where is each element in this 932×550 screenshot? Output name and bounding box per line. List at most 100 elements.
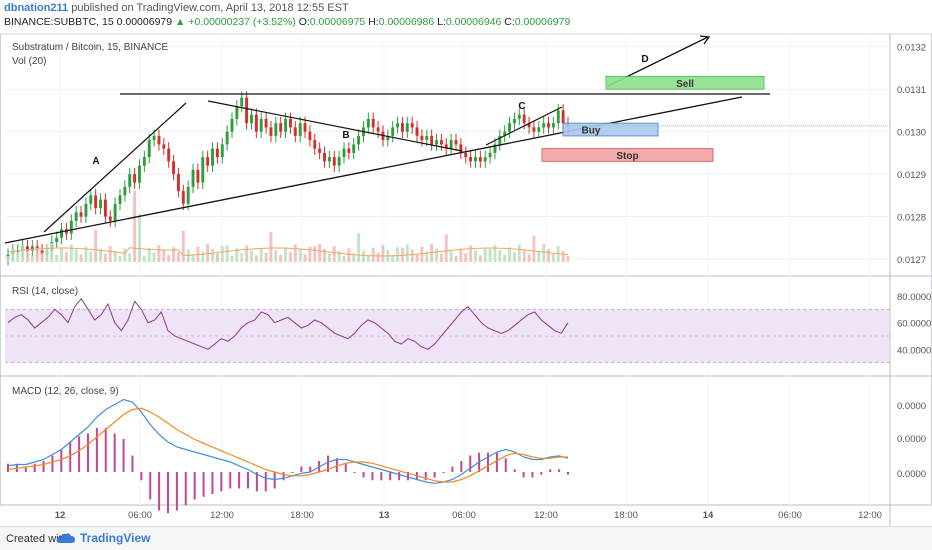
candle-body [128, 174, 132, 187]
candle-body [94, 195, 98, 209]
volume-bar [138, 214, 141, 262]
candle-body [561, 110, 565, 124]
macd-hist-bar [540, 472, 543, 475]
candle-body [298, 123, 302, 136]
volume-bar [162, 249, 166, 262]
rsi-tick-label: 60.0000 [897, 319, 931, 330]
macd-hist-bar [193, 472, 196, 500]
candle-body [264, 118, 268, 128]
volume-bar [172, 247, 176, 262]
tradingview-logo[interactable]: TradingView [56, 531, 150, 545]
candle-body [517, 114, 521, 119]
volume-bar [240, 253, 244, 262]
candle-body [152, 135, 156, 141]
macd-hist-bar [104, 428, 107, 472]
volume-bar [64, 252, 68, 262]
author-link[interactable]: dbnation211 [4, 2, 69, 14]
macd-hist-bar [282, 472, 285, 481]
candle-body [176, 174, 180, 192]
zone-label: Buy [582, 126, 601, 137]
price-value: 0.00006979 [116, 16, 173, 28]
close-value: 0.00006979 [514, 16, 571, 28]
volume-bar [308, 246, 312, 262]
candle-body [211, 148, 214, 166]
volume-bar [493, 245, 497, 262]
candle-body [191, 169, 195, 187]
candle-body [186, 186, 190, 204]
volume-bar [542, 243, 546, 262]
volume-bar [220, 246, 224, 262]
candle-body [26, 246, 29, 251]
candle-body [547, 123, 550, 128]
volume-bar [11, 248, 15, 262]
candle-body [74, 212, 78, 221]
macd-hist-bar [451, 466, 454, 472]
price-tick-label: 0.0128 [897, 213, 926, 224]
candle-body [551, 123, 555, 128]
macd-hist-bar [158, 472, 161, 511]
volume-bar [352, 253, 356, 262]
macd-hist-bar [95, 428, 98, 472]
candle-body [55, 237, 59, 243]
candle-body [469, 157, 473, 162]
volume-bar [415, 254, 419, 262]
time-tick-label: 06:00 [128, 510, 152, 521]
candle-body [357, 135, 361, 145]
candle-body [464, 152, 468, 158]
volume-bar [94, 229, 98, 262]
macd-hist-bar [140, 472, 143, 481]
candle-body [366, 118, 370, 128]
time-tick-label: 12 [55, 510, 66, 521]
volume-bar [274, 249, 278, 262]
macd-hist-bar [407, 472, 409, 481]
volume-bar [537, 251, 541, 262]
candle-body [220, 144, 224, 158]
candle-body [488, 152, 492, 158]
volume-bar [157, 245, 161, 262]
volume-bar [40, 252, 44, 262]
candle-body [371, 118, 375, 128]
macd-hist-bar [69, 441, 72, 472]
wave-label: C [518, 101, 525, 112]
volume-bar [488, 248, 492, 262]
candle-body [113, 203, 117, 221]
volume-bar [30, 255, 34, 262]
macd-hist-bar [167, 472, 169, 514]
macd-hist-bar [33, 463, 36, 472]
volume-bar [235, 248, 239, 262]
candle-body [352, 144, 356, 153]
volume-bar [50, 242, 54, 262]
candle-body [69, 220, 73, 234]
candle-body [430, 135, 434, 145]
macd-hist-bar [78, 436, 81, 472]
zone-box [605, 75, 765, 90]
candle-body [478, 157, 482, 162]
rsi-tick-label: 40.0000 [897, 345, 931, 356]
volume-bar [118, 256, 122, 262]
candle-body [206, 157, 210, 166]
candle-body [512, 118, 516, 124]
candle-body [123, 186, 127, 196]
volume-bar [123, 248, 127, 262]
macd-tick-label: 0.0000 [897, 401, 926, 412]
volume-bar [366, 255, 370, 262]
candle-body [522, 114, 526, 124]
macd-hist-bar [362, 472, 365, 478]
macd-hist-bar [531, 472, 534, 478]
candle-body [425, 135, 429, 141]
volume-bar [405, 244, 409, 262]
candle-body [284, 118, 288, 132]
candle-body [89, 195, 93, 204]
volume-bar [181, 230, 185, 262]
candle-body [396, 123, 400, 128]
candle-body [327, 157, 331, 162]
volume-bar [269, 232, 273, 262]
candle-body [376, 127, 380, 132]
low-label: L: [437, 16, 446, 28]
macd-hist-bar [380, 472, 383, 481]
volume-bar [527, 254, 531, 262]
time-tick-label: 13 [379, 510, 390, 521]
signal-line [7, 407, 568, 483]
volume-bar [400, 247, 404, 262]
up-arrow-icon: ▲ [175, 16, 186, 28]
